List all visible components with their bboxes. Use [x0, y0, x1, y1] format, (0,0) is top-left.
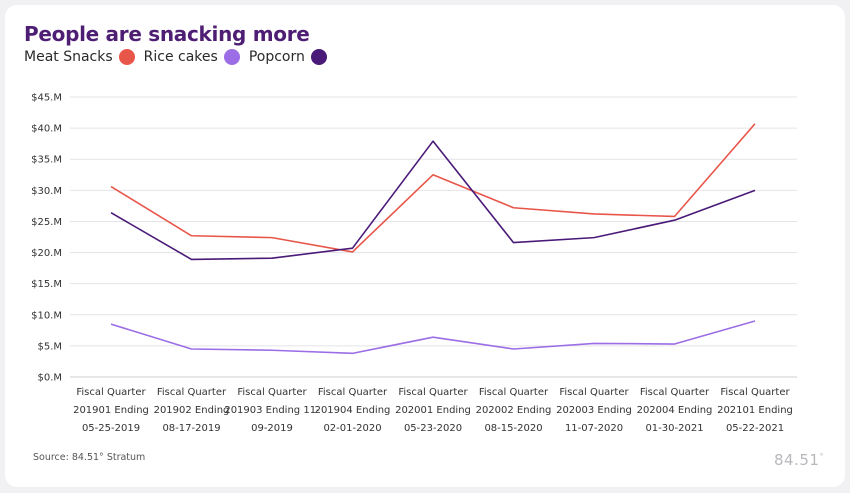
legend-label: Popcorn	[248, 49, 305, 65]
x-tick-label: Fiscal Quarter 202002 Ending 08-15-2020	[476, 387, 552, 434]
x-tick-label: Fiscal Quarter 201904 Ending 02-01-2020	[315, 387, 391, 434]
y-tick-label: $5.M	[37, 341, 62, 352]
y-tick-label: $0.M	[37, 373, 62, 384]
y-tick-label: $15.M	[31, 279, 62, 290]
y-tick-label: $40.M	[31, 124, 62, 135]
series-line-rice-cakes	[110, 320, 756, 355]
x-tick-label: Fiscal Quarter 202001 Ending 05-23-2020	[395, 387, 471, 434]
source-note: Source: 84.51° Stratum	[33, 452, 146, 463]
chart-title: People are snacking more	[24, 22, 310, 46]
x-tick-label: Fiscal Quarter 201901 Ending 05-25-2019	[73, 387, 149, 434]
x-tick-label: Fiscal Quarter 202101 Ending 05-22-2021	[717, 387, 793, 434]
x-tick-label: Fiscal Quarter 202004 Ending 01-30-2021	[637, 387, 713, 434]
legend-label: Meat Snacks	[24, 49, 113, 65]
x-tick-label: Fiscal Quarter 201902 Ending 08-17-2019	[154, 387, 230, 434]
brand-logo: 84.51°	[774, 451, 824, 469]
y-tick-label: $45.M	[31, 93, 62, 104]
y-tick-label: $30.M	[31, 186, 62, 197]
legend-label: Rice cakes	[143, 49, 218, 65]
chart-card	[5, 5, 845, 487]
legend-dot-rice-cakes	[223, 49, 240, 65]
series-line-meat-snacks	[110, 123, 756, 253]
series-line-popcorn	[110, 140, 756, 261]
legend-item-meat-snacks[interactable]: Meat Snacks	[24, 49, 135, 65]
x-tick-label: Fiscal Quarter 202003 Ending 11-07-2020	[556, 387, 632, 434]
y-tick-label: $10.M	[31, 310, 62, 321]
legend-item-rice-cakes[interactable]: Rice cakes	[144, 49, 240, 65]
legend-dot-popcorn	[310, 49, 327, 65]
y-tick-label: $35.M	[31, 155, 62, 166]
x-tick-label: Fiscal Quarter 201903 Ending 11-09-2019	[224, 387, 320, 434]
y-tick-label: $25.M	[31, 217, 62, 228]
legend-dot-meat-snacks	[118, 49, 135, 65]
y-tick-label: $20.M	[31, 248, 62, 259]
legend-item-popcorn[interactable]: Popcorn	[249, 49, 327, 65]
legend: Meat Snacks Rice cakes Popcorn	[24, 49, 336, 65]
